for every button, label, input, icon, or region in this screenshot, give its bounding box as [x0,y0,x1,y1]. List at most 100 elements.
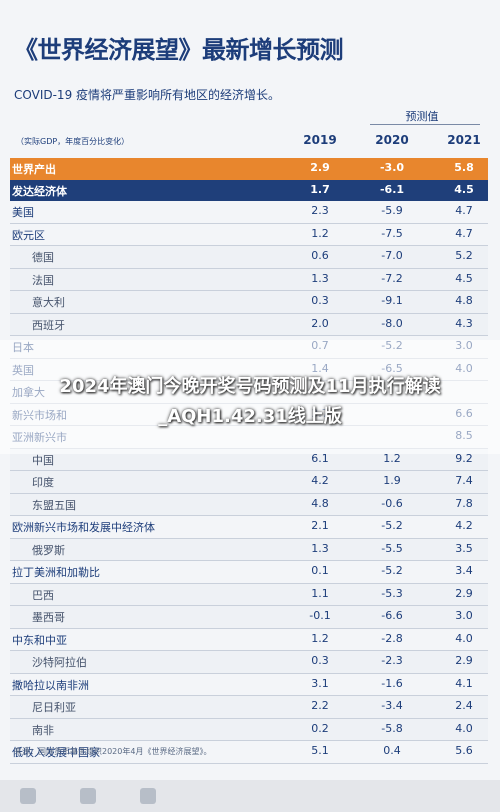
table-row: 东盟五国 4.8 -0.6 7.8 [10,493,488,516]
table-row: 意大利 0.3 -9.1 4.8 [10,291,488,314]
growth-table: 世界产出 2.9 -3.0 5.8 发达经济体 1.7 -6.1 4.5 美国 2.3 -5.9 4.… [10,158,488,764]
table-row: 南非 0.2 -5.8 4.0 [10,718,488,741]
value-cell: -3.0 [379,161,405,174]
table-row: 墨西哥 -0.1 -6.6 3.0 [10,606,488,629]
value-cell: 3.5 [455,541,473,555]
table-row: 尼日利亚 2.2 -3.4 2.4 [10,696,488,719]
table-row: 俄罗斯 1.3 -5.5 3.5 [10,538,488,561]
value-cell: -7.0 [381,249,403,262]
year-header-2020: 2020 [375,133,409,147]
table-row: 巴西 1.1 -5.3 2.9 [10,583,488,606]
table-row: 印度 4.2 1.9 7.4 [10,471,488,494]
value-cell: 4.8 [311,496,329,510]
row-label: 意大利 [32,296,65,309]
table-row: 拉丁美洲和加勒比 0.1 -5.2 3.4 [10,561,488,584]
value-cell: 0.3 [311,654,329,667]
subtitle: COVID-19 疫情将严重影响所有地区的经济增长。 [14,88,281,102]
value-cell: -6.1 [379,182,405,196]
value-cell: 3.0 [455,609,473,622]
value-cell: 5.2 [455,249,473,262]
value-cell: -5.3 [381,586,403,600]
projection-divider [370,124,480,125]
value-cell: 2.1 [311,519,329,532]
value-cell: 4.5 [455,271,473,285]
bottom-toolbar [0,780,500,812]
value-cell: 0.1 [311,564,329,577]
value-cell: 0.3 [311,294,329,307]
watermark-band [0,340,500,454]
value-cell: -5.2 [381,564,403,577]
page-title: 《世界经济展望》最新增长预测 [14,36,344,64]
value-cell: -5.5 [381,541,403,555]
value-cell: 1.2 [383,451,401,465]
table-row: 沙特阿拉伯 0.3 -2.3 2.9 [10,651,488,674]
bookmark-icon[interactable] [140,788,156,804]
value-cell: 5.6 [455,744,473,757]
value-cell: 1.2 [311,631,329,645]
value-cell: 5.1 [311,744,329,757]
value-cell: -8.0 [381,316,403,330]
year-header-2021: 2021 [447,133,481,147]
value-cell: -5.8 [381,721,403,735]
value-cell: -9.1 [381,294,403,307]
value-cell: 4.5 [454,182,474,196]
row-label: 印度 [32,476,54,489]
row-label: 西班牙 [32,318,65,332]
value-cell: -0.1 [309,609,331,622]
value-cell: 3.1 [311,676,329,690]
table-row: 美国 2.3 -5.9 4.7 [10,201,488,224]
share-icon[interactable] [80,788,96,804]
table-row: 欧元区 1.2 -7.5 4.7 [10,224,488,246]
value-cell: 2.9 [455,654,473,667]
table-row: 世界产出 2.9 -3.0 5.8 [10,158,488,180]
value-cell: 7.4 [455,474,473,487]
value-cell: 2.0 [311,316,329,330]
table-row: 发达经济体 1.7 -6.1 4.5 [10,179,488,201]
value-cell: -5.9 [381,204,403,217]
row-label: 沙特阿拉伯 [32,656,87,669]
row-label: 中国 [32,453,54,467]
value-cell: 4.1 [455,676,473,690]
value-cell: 1.3 [311,271,329,285]
row-label: 低收入发展中国家 [12,746,100,759]
value-cell: 4.2 [311,474,329,487]
value-cell: -3.4 [381,699,403,712]
value-cell: 9.2 [455,451,473,465]
value-cell: 2.2 [311,699,329,712]
row-label: 尼日利亚 [32,701,76,714]
value-cell: -7.5 [381,226,403,240]
value-cell: 4.8 [455,294,473,307]
value-cell: 4.2 [455,519,473,532]
back-icon[interactable] [20,788,36,804]
year-header-2019: 2019 [303,133,337,147]
value-cell: -2.8 [381,631,403,645]
value-cell: -6.6 [381,609,403,622]
value-cell: 1.3 [311,541,329,555]
value-cell: 1.7 [310,182,330,196]
value-cell: 0.6 [311,249,329,262]
table-row: 西班牙 2.0 -8.0 4.3 [10,313,488,336]
value-cell: -2.3 [381,654,403,667]
row-label: 世界产出 [12,163,56,176]
value-cell: -7.2 [381,271,403,285]
row-label: 美国 [12,206,34,219]
row-label: 欧洲新兴市场和发展中经济体 [12,521,155,534]
table-row: 中东和中亚 1.2 -2.8 4.0 [10,629,488,651]
value-cell: 5.8 [454,161,474,174]
row-label: 东盟五国 [32,498,76,512]
value-cell: 1.2 [311,226,329,240]
value-cell: 4.7 [455,204,473,217]
table-row: 法国 1.3 -7.2 4.5 [10,268,488,291]
row-label: 欧元区 [12,228,45,242]
value-cell: 3.4 [455,564,473,577]
row-label: 中东和中亚 [12,633,67,647]
row-label: 墨西哥 [32,611,65,624]
unit-label: （实际GDP，年度百分比变化） [16,137,130,146]
row-label: 巴西 [32,588,54,602]
row-label: 拉丁美洲和加勒比 [12,566,100,579]
value-cell: -1.6 [381,676,403,690]
value-cell: 4.3 [455,316,473,330]
value-cell: 6.1 [311,451,329,465]
row-label: 俄罗斯 [32,543,65,557]
